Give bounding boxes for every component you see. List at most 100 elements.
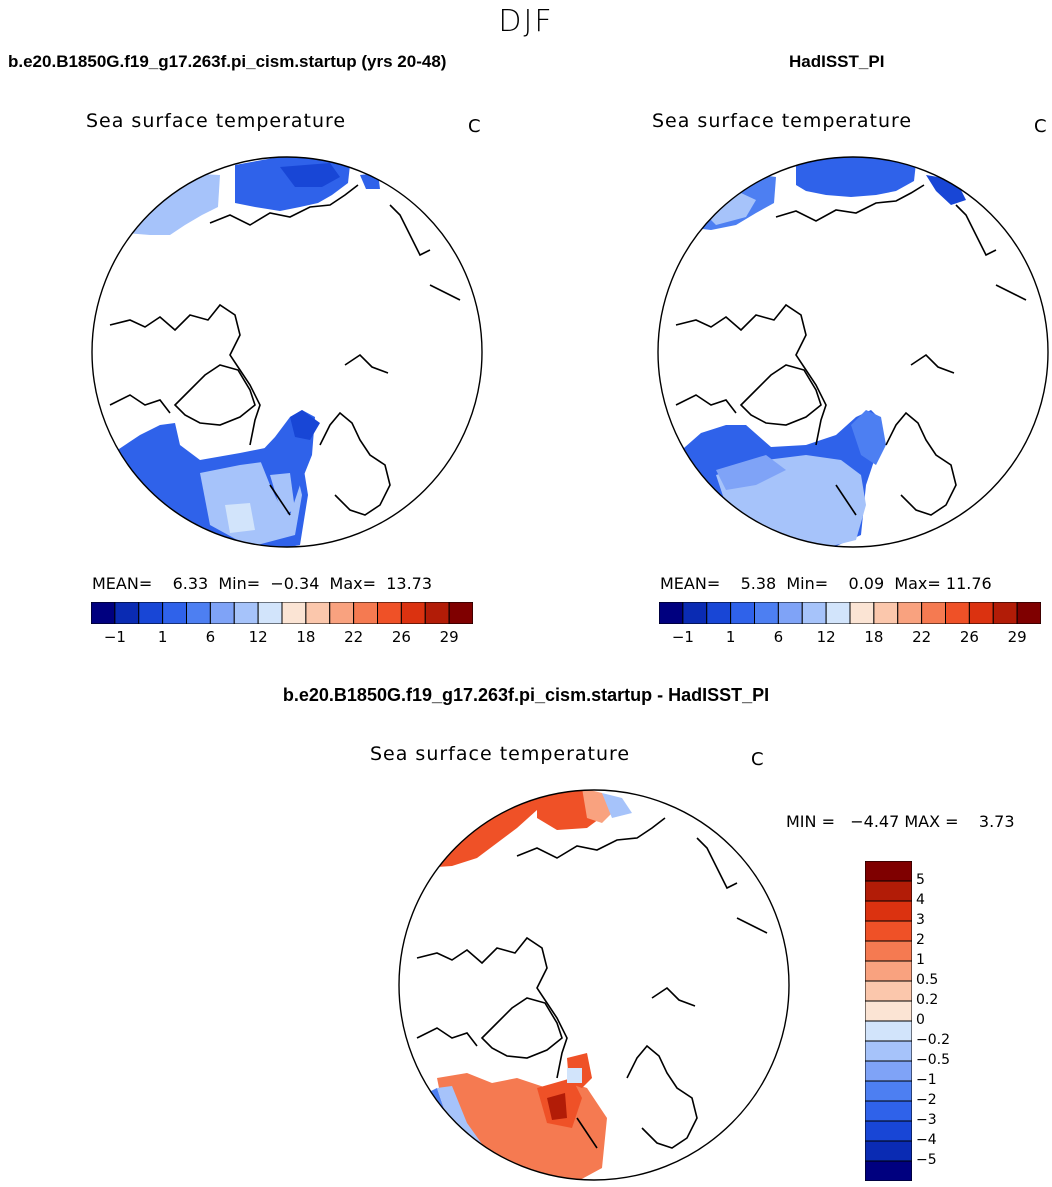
- panel2-colorbar-swatch: [659, 602, 684, 624]
- diff-colorbar-ticks: 5 4 3 2 1 0.5 0.2 0 −0.2 −0.5 −1 −2 −3 −4 −5: [916, 861, 976, 1181]
- panel2-colorbar-swatch: [730, 602, 755, 624]
- panel2-colorbar-swatch: [945, 602, 970, 624]
- panel2-colorbar-tick-label: 1: [725, 628, 736, 646]
- panel1-coastlines: [109, 184, 461, 516]
- panel2-colorbar-swatch: [992, 602, 1018, 624]
- diff-colorbar-tick-label: 4: [916, 892, 925, 908]
- panel2-colorbar-tick-label: 12: [816, 628, 836, 646]
- panel2-sst-atlantic-mid: [716, 455, 786, 490]
- panel1-colorbar-swatch: [209, 602, 235, 624]
- panel1-sst-pacific-core: [280, 163, 340, 187]
- panel2-max-value: 11.76: [945, 574, 992, 593]
- panel1-colorbar-tick-label: 26: [391, 628, 411, 646]
- panel2-sst-norwegian-sea: [851, 410, 886, 465]
- season-title: DJF: [498, 4, 554, 39]
- panel2-colorbar-swatch: [849, 602, 875, 624]
- panel1-colorbar-swatch: [305, 602, 331, 624]
- diff-colorbar-tick-label: 2: [916, 932, 925, 948]
- diff-colorbar-tick-label: −3: [916, 1112, 937, 1128]
- diff-colorbar-swatch: [865, 1120, 912, 1142]
- panel1-colorbar-tick-label: −1: [103, 628, 126, 646]
- diff-colorbar-swatch: [865, 980, 912, 1002]
- panel2-colorbar-swatch: [897, 602, 923, 624]
- diff-colorbar-tick-label: −2: [916, 1092, 937, 1108]
- panel2-colorbar-swatch: [825, 602, 851, 624]
- panel2-max-label: Max=: [894, 574, 941, 593]
- diff-colorbar-swatch: [865, 1100, 912, 1122]
- diff-colorbar-tick-label: −5: [916, 1152, 937, 1168]
- panel1-colorbar-swatch: [353, 602, 378, 624]
- diff-colorbar-tick-label: 0.5: [916, 972, 939, 988]
- diff-colorbar-tick-label: −4: [916, 1132, 937, 1148]
- diff-colorbar-swatch: [865, 1160, 912, 1181]
- panel1-colorbar-swatch: [400, 602, 426, 624]
- panel1-sst-warmest-cell: [225, 503, 255, 533]
- panel2-colorbar-tick-label: 18: [864, 628, 884, 646]
- panel1-colorbar-ticks: −1 1 6 12 18 22 26 29: [91, 628, 473, 648]
- panel2-colorbar-tick-label: 6: [773, 628, 784, 646]
- panel2-variable-title: Sea surface temperature: [652, 110, 913, 132]
- panel2-mean-value: 5.38: [740, 574, 777, 593]
- panel2-colorbar-swatch: [682, 602, 708, 624]
- panel1-map-boundary: [91, 156, 483, 548]
- panel1-sst-coast-pale: [270, 473, 295, 515]
- diff-colorbar-tick-label: 0: [916, 1012, 925, 1028]
- panel1-colorbar-swatch: [257, 602, 283, 624]
- diff-sst-atlantic-hot: [547, 1093, 567, 1120]
- diff-colorbar-swatch: [865, 1000, 912, 1022]
- diff-colorbar-tick-label: −0.2: [916, 1032, 950, 1048]
- panel2-stats: MEAN= 5.38 Min= 0.09 Max= 11.76: [660, 574, 992, 593]
- diff-colorbar: [865, 861, 912, 1181]
- panel1-variable-title: Sea surface temperature: [86, 110, 347, 132]
- panel2-colorbar: [659, 602, 1041, 624]
- diff-sst-pacific-cool: [602, 793, 632, 818]
- panel1-mean-label: MEAN=: [92, 574, 153, 593]
- panel1-sst-barents: [290, 410, 320, 440]
- panel1-colorbar-swatch: [138, 602, 164, 624]
- panel1-colorbar-tick-label: 18: [296, 628, 316, 646]
- panel2-colorbar-swatch: [921, 602, 946, 624]
- panel2-colorbar-swatch: [873, 602, 899, 624]
- panel2-coastlines: [675, 184, 1027, 516]
- panel1-colorbar-tick-label: 22: [344, 628, 364, 646]
- diff-colorbar-swatch: [865, 861, 912, 882]
- diff-map-boundary: [398, 789, 790, 1181]
- panel1-colorbar-swatch: [329, 602, 355, 624]
- panel1-colorbar-swatch: [281, 602, 307, 624]
- diff-colorbar-swatch: [865, 1040, 912, 1062]
- panel2-map-boundary: [657, 156, 1049, 548]
- panel1-max-value: 13.73: [386, 574, 433, 593]
- panel1-stats: MEAN= 6.33 Min= −0.34 Max= 13.73: [92, 574, 432, 593]
- diff-polar-map: [398, 789, 790, 1181]
- panel2-colorbar-tick-label: 29: [1007, 628, 1027, 646]
- diff-colorbar-tick-label: 3: [916, 912, 925, 928]
- diff-colorbar-swatch: [865, 920, 912, 942]
- panel1-colorbar-swatch: [424, 602, 450, 624]
- panel2-colorbar-tick-label: 26: [959, 628, 979, 646]
- panel2-colorbar-ticks: −1 1 6 12 18 22 26 29: [659, 628, 1041, 648]
- panel1-colorbar-swatch: [91, 602, 116, 624]
- panel1-mean-value: 6.33: [172, 574, 209, 593]
- diff-colorbar-swatch: [865, 1020, 912, 1042]
- panel1-max-label: Max=: [329, 574, 377, 593]
- panel2-mean-label: MEAN=: [660, 574, 721, 593]
- panel2-case-title: HadISST_PI: [789, 52, 885, 71]
- panel2-colorbar-tick-label: 22: [912, 628, 932, 646]
- diff-case-title: b.e20.B1850G.f19_g17.263f.pi_cism.startu…: [282, 685, 770, 705]
- diff-colorbar-swatch: [865, 1060, 912, 1082]
- panel1-colorbar-swatch: [162, 602, 187, 624]
- diff-variable-title: Sea surface temperature: [370, 743, 631, 765]
- panel2-sst-pacific-light: [701, 193, 756, 225]
- panel2-colorbar-swatch: [777, 602, 803, 624]
- panel1-min-label: Min=: [218, 574, 261, 593]
- diff-colorbar-swatch: [865, 880, 912, 902]
- panel1-polar-map: [91, 156, 483, 548]
- diff-sst-pacific-edge: [582, 790, 612, 823]
- panel2-colorbar-tick-label: −1: [671, 628, 694, 646]
- panel2-colorbar-swatch: [968, 602, 994, 624]
- panel1-colorbar-tick-label: 6: [205, 628, 216, 646]
- panel2-polar-map: [657, 156, 1049, 548]
- diff-colorbar-tick-label: 1: [916, 952, 925, 968]
- panel1-units: C: [468, 116, 481, 137]
- panel1-min-value: −0.34: [270, 574, 320, 593]
